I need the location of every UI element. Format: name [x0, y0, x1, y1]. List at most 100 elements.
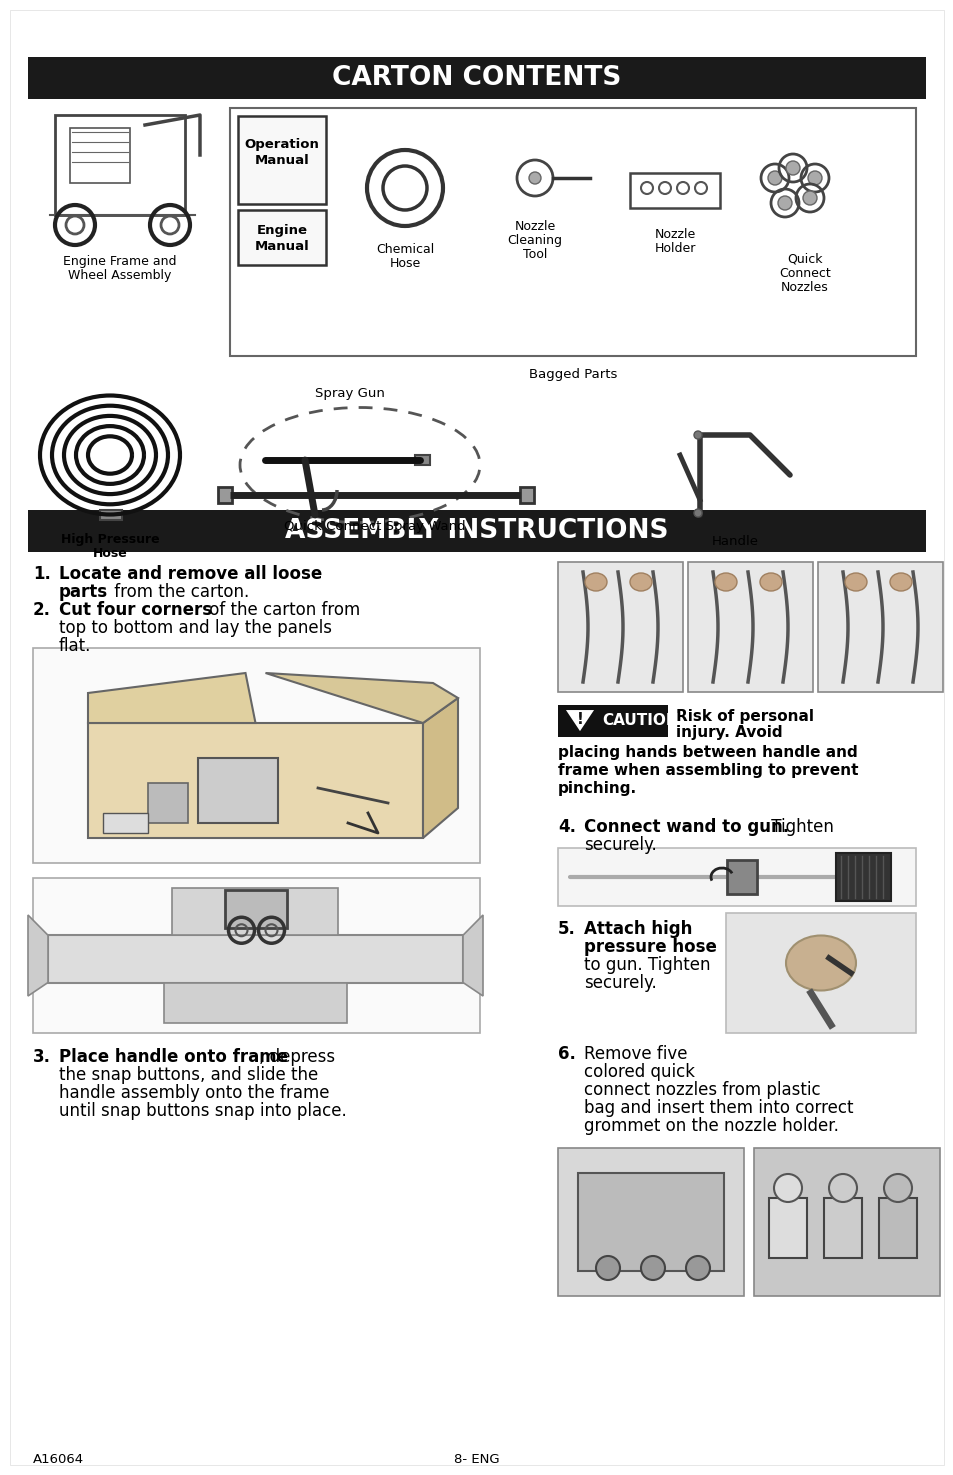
Text: Operation: Operation	[244, 139, 319, 150]
Polygon shape	[28, 914, 48, 996]
Bar	[237, 209, 326, 266]
Text: to gun. Tighten: to gun. Tighten	[583, 956, 710, 974]
Text: Connect: Connect	[779, 267, 830, 280]
Bar	[237, 117, 326, 204]
Text: Locate and remove all loose: Locate and remove all loose	[59, 565, 322, 583]
Text: !: !	[576, 712, 583, 727]
Text: A16064: A16064	[33, 1453, 84, 1466]
Bar	[558, 848, 915, 906]
Bar	[753, 1148, 939, 1297]
Text: Hose: Hose	[92, 547, 128, 560]
Text: of the carton from: of the carton from	[204, 600, 360, 620]
Text: Holder: Holder	[654, 242, 695, 255]
Bar	[198, 758, 277, 823]
Text: Nozzle: Nozzle	[514, 220, 555, 233]
Bar	[33, 878, 479, 1032]
Text: Tighten: Tighten	[765, 819, 833, 836]
Polygon shape	[462, 914, 482, 996]
Circle shape	[685, 1257, 709, 1280]
Circle shape	[693, 431, 701, 440]
Circle shape	[529, 173, 540, 184]
Circle shape	[778, 196, 791, 209]
Bar	[629, 173, 720, 208]
Ellipse shape	[889, 572, 911, 591]
Bar	[835, 853, 890, 901]
Text: ASSEMBLY INSTRUCTIONS: ASSEMBLY INSTRUCTIONS	[285, 518, 668, 544]
Text: top to bottom and lay the panels: top to bottom and lay the panels	[59, 620, 332, 637]
Text: Quick: Quick	[786, 254, 821, 266]
Text: injury. Avoid: injury. Avoid	[676, 726, 781, 740]
Text: Cleaning: Cleaning	[507, 235, 562, 246]
Text: from the carton.: from the carton.	[109, 583, 249, 600]
Text: frame when assembling to prevent: frame when assembling to prevent	[558, 763, 858, 777]
Text: colored quick: colored quick	[583, 1063, 695, 1081]
Text: pressure hose: pressure hose	[583, 938, 716, 956]
Text: 3.: 3.	[33, 1049, 51, 1066]
Text: Wheel Assembly: Wheel Assembly	[69, 268, 172, 282]
Text: Attach high: Attach high	[583, 920, 692, 938]
Text: 6.: 6.	[558, 1044, 576, 1063]
Text: parts: parts	[59, 583, 108, 600]
Polygon shape	[88, 723, 422, 838]
Text: pinching.: pinching.	[558, 780, 637, 797]
Ellipse shape	[760, 572, 781, 591]
Text: CARTON CONTENTS: CARTON CONTENTS	[332, 65, 621, 91]
Circle shape	[883, 1174, 911, 1202]
Circle shape	[693, 509, 701, 518]
Bar	[578, 1173, 723, 1271]
Text: Engine Frame and: Engine Frame and	[63, 255, 176, 268]
Bar	[33, 648, 479, 863]
Circle shape	[596, 1257, 619, 1280]
Bar	[878, 1198, 916, 1258]
Polygon shape	[422, 698, 457, 838]
Polygon shape	[164, 982, 347, 1024]
Text: flat.: flat.	[59, 637, 91, 655]
Text: 5.: 5.	[558, 920, 576, 938]
Circle shape	[767, 171, 781, 184]
Text: securely.: securely.	[583, 974, 656, 993]
Text: Remove five: Remove five	[583, 1044, 687, 1063]
Text: Spray Gun: Spray Gun	[314, 386, 384, 400]
Circle shape	[640, 1257, 664, 1280]
Text: securely.: securely.	[583, 836, 656, 854]
Bar	[28, 510, 925, 552]
Text: Nozzle: Nozzle	[654, 229, 695, 240]
Ellipse shape	[629, 572, 651, 591]
Ellipse shape	[714, 572, 737, 591]
Bar	[558, 562, 682, 692]
Text: Tool: Tool	[522, 248, 547, 261]
Text: 4.: 4.	[558, 819, 576, 836]
Bar	[725, 913, 915, 1032]
Bar	[768, 1198, 806, 1258]
Text: 8- ENG: 8- ENG	[454, 1453, 499, 1466]
Polygon shape	[172, 888, 338, 935]
Bar	[218, 487, 232, 503]
Bar	[558, 1148, 743, 1297]
Ellipse shape	[844, 572, 866, 591]
Bar	[687, 562, 812, 692]
Text: Handle: Handle	[711, 535, 758, 549]
Polygon shape	[563, 709, 596, 733]
Text: Place handle onto frame: Place handle onto frame	[59, 1049, 288, 1066]
Circle shape	[773, 1174, 801, 1202]
Circle shape	[785, 161, 800, 176]
Ellipse shape	[584, 572, 606, 591]
Text: Engine: Engine	[256, 224, 307, 237]
Text: Manual: Manual	[254, 240, 309, 254]
Text: Manual: Manual	[254, 153, 309, 167]
Bar	[70, 128, 130, 183]
Bar	[55, 115, 185, 215]
Text: Quick Connect Spray Wand: Quick Connect Spray Wand	[284, 521, 465, 532]
Text: Hose: Hose	[389, 257, 420, 270]
Text: Chemical: Chemical	[375, 243, 434, 257]
Text: the snap buttons, and slide the: the snap buttons, and slide the	[59, 1066, 318, 1084]
Ellipse shape	[785, 935, 855, 991]
Text: placing hands between handle and: placing hands between handle and	[558, 745, 857, 760]
Bar	[415, 454, 430, 465]
Text: Risk of personal: Risk of personal	[676, 709, 813, 724]
Text: handle assembly onto the frame: handle assembly onto the frame	[59, 1084, 329, 1102]
Bar	[558, 705, 667, 738]
Bar	[103, 813, 148, 833]
Text: grommet on the nozzle holder.: grommet on the nozzle holder.	[583, 1117, 838, 1134]
Text: connect nozzles from plastic: connect nozzles from plastic	[583, 1081, 820, 1099]
